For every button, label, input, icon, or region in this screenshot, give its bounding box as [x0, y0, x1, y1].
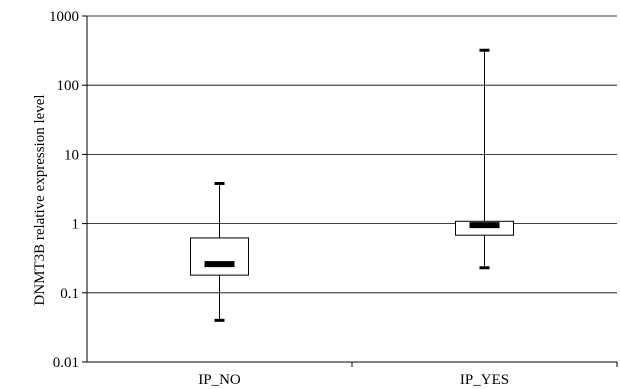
y-tick-label: 1: [72, 217, 80, 233]
category-labels: IP_NO IP_YES: [198, 372, 509, 388]
y-tick-label: 0.1: [60, 286, 79, 302]
box-ip-yes: [455, 48, 514, 270]
axes: [82, 15, 618, 367]
iqr-box: [190, 237, 249, 276]
y-axis-title: DNMT3B relative expression level: [32, 94, 48, 305]
boxes: [190, 48, 514, 322]
category-label-ip-yes: IP_YES: [460, 372, 509, 388]
gridlines: [87, 15, 617, 294]
category-label-ip-no: IP_NO: [198, 372, 241, 388]
y-tick-label: 0.01: [53, 355, 79, 371]
box-ip-no: [190, 181, 249, 322]
y-tick-label: 1000: [49, 9, 79, 25]
y-tick-labels: 0.01 0.1 1 10 100 1000: [49, 9, 79, 371]
y-tick-label: 100: [57, 78, 80, 94]
y-tick-label: 10: [64, 147, 79, 163]
